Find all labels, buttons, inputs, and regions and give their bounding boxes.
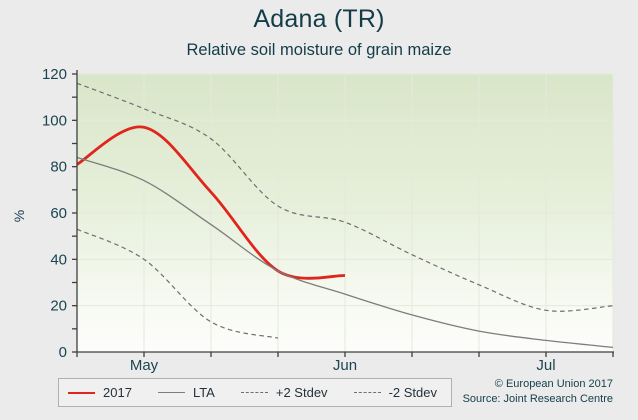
legend-swatch-lta (157, 392, 185, 393)
legend-swatch-plus2stdev (240, 392, 268, 393)
legend-label-plus2stdev: +2 Stdev (275, 385, 328, 400)
legend-swatch-minus2stdev (353, 392, 381, 393)
x-tick-label-jul: Jul (536, 357, 555, 374)
x-tick-label-jun: Jun (333, 357, 357, 374)
chart-subtitle: Relative soil moisture of grain maize (186, 41, 452, 59)
legend-swatch-2017 (68, 391, 95, 394)
y-tick-label: 60 (50, 205, 67, 222)
series-line-2017 (76, 125, 346, 280)
gridlines (77, 73, 614, 352)
y-axis-title: % (11, 210, 27, 222)
y-tick-label: 20 (50, 298, 67, 315)
legend-item-lta: LTA (157, 385, 215, 400)
y-tick-label: 40 (50, 251, 67, 268)
y-tick-label: 80 (50, 159, 67, 176)
y-tick-label: 120 (42, 66, 67, 83)
y-tick-label: 100 (42, 112, 67, 129)
source-text: Source: Joint Research Centre (462, 393, 613, 405)
legend-label-minus2stdev: -2 Stdev (388, 385, 437, 400)
legend-item-plus2stdev: +2 Stdev (240, 385, 328, 400)
axis-labels: 0 20 40 60 80 100 120 May Jun Jul (42, 66, 556, 374)
legend-item-minus2stdev: -2 Stdev (353, 385, 437, 400)
y-tick-label: 0 (59, 344, 67, 361)
series-line--2-stdev (76, 228, 279, 339)
series-line-+2-stdev (76, 82, 614, 312)
axes (72, 70, 614, 357)
series-line-lta (76, 156, 614, 349)
x-tick-label-may: May (130, 357, 159, 374)
copyright-text: © European Union 2017 (494, 378, 613, 390)
legend-item-2017: 2017 (68, 385, 132, 400)
legend: 2017 LTA +2 Stdev -2 Stdev (58, 378, 452, 407)
legend-label-2017: 2017 (103, 385, 132, 400)
chart-title: Adana (TR) (253, 5, 385, 33)
footer: © European Union 2017 Source: Joint Rese… (463, 377, 613, 407)
chart-plot-area: 0 20 40 60 80 100 120 May Jun Jul% (11, 66, 614, 374)
legend-label-lta: LTA (192, 385, 215, 400)
